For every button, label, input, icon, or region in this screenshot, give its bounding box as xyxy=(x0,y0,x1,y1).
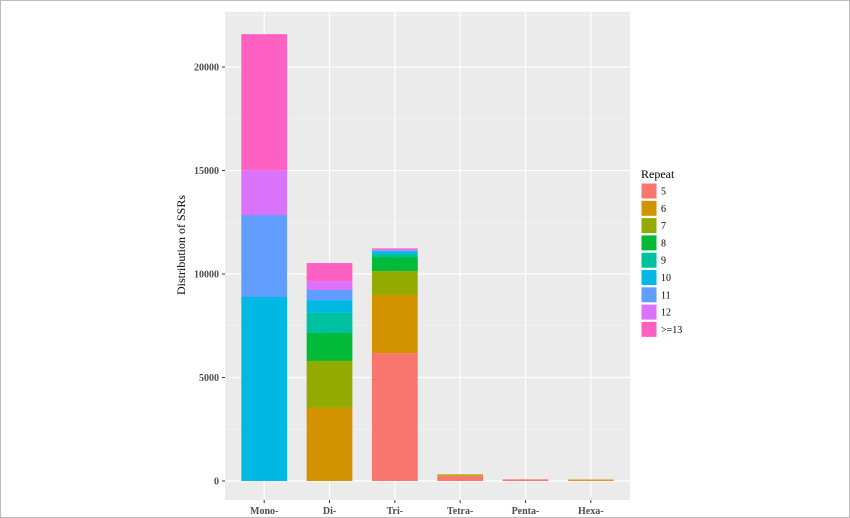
x-tick-label: Hexa- xyxy=(578,506,604,517)
legend-label: 11 xyxy=(661,290,671,301)
bar-segment-tri-9 xyxy=(371,253,418,258)
bar-segment-mono-11 xyxy=(241,215,288,298)
bar-segment-tri-7 xyxy=(371,271,418,295)
bar-segment-mono-10 xyxy=(241,297,288,481)
x-tick-label: Mono- xyxy=(250,506,278,517)
legend-key xyxy=(640,234,658,252)
legend-label: 5 xyxy=(661,187,666,198)
legend-key xyxy=(640,251,658,269)
legend-label: 7 xyxy=(661,221,666,232)
legend-title: Repeat xyxy=(641,167,675,181)
legend-key xyxy=(640,320,658,338)
legend: Repeat 5 6 7 8 9 10 11 12 >=13 xyxy=(640,167,682,338)
legend-label: 12 xyxy=(661,308,671,319)
bar-segment-mono-ge13 xyxy=(241,34,288,171)
bar-segment-di-ge13 xyxy=(306,263,353,282)
legend-label: 8 xyxy=(661,238,666,249)
bar-segment-di-11 xyxy=(306,289,353,301)
bar-segment-di-6 xyxy=(306,407,353,481)
y-axis: 0 5000 10000 15000 20000 xyxy=(194,63,225,487)
y-tick-label: 15000 xyxy=(194,166,219,177)
legend-key xyxy=(640,269,658,286)
bar-segment-mono-12 xyxy=(241,170,288,216)
bar-segment-di-7 xyxy=(306,360,353,408)
legend-key xyxy=(640,303,658,321)
bar-segment-di-10 xyxy=(306,300,353,313)
x-tick-label: Tri- xyxy=(387,506,403,517)
bar-segment-di-9 xyxy=(306,312,353,334)
bar-segment-tri-5 xyxy=(371,353,418,481)
y-tick-label: 20000 xyxy=(194,63,219,74)
legend-key xyxy=(640,199,658,217)
bar-segment-di-8 xyxy=(306,333,353,361)
legend-key xyxy=(640,182,658,200)
bar-segment-tri-12 xyxy=(371,249,418,251)
legend-key xyxy=(640,286,658,304)
bar-segment-tri-10 xyxy=(371,251,418,254)
y-axis-label: Distribution of SSRs xyxy=(174,195,188,295)
y-tick-label: 0 xyxy=(214,476,219,487)
bar-segment-tetra-7 xyxy=(437,474,484,476)
bar-segment-tri-8 xyxy=(371,257,418,272)
bar-segment-penta-5 xyxy=(502,479,549,481)
x-tick-label: Tetra- xyxy=(447,506,473,517)
legend-label: 9 xyxy=(661,256,666,267)
x-tick-label: Di- xyxy=(323,506,336,517)
legend-key xyxy=(640,217,658,235)
bars xyxy=(241,34,614,481)
x-axis: Mono- Di- Tri- Tetra- Penta- Hexa- xyxy=(250,500,604,517)
bar-segment-tri-6 xyxy=(371,294,418,354)
legend-label: >=13 xyxy=(661,325,682,336)
bar-segment-tetra-6 xyxy=(437,475,484,477)
bar-segment-di-12 xyxy=(306,281,353,290)
bar-segment-tri-11 xyxy=(371,250,418,252)
gridlines xyxy=(225,12,630,500)
plot-panel xyxy=(225,12,630,500)
bar-segment-tri-ge13 xyxy=(371,248,418,250)
bar-segment-hexa-6 xyxy=(567,479,614,481)
legend-label: 6 xyxy=(661,204,666,215)
y-tick-label: 10000 xyxy=(194,270,219,281)
bar-segment-tetra-5 xyxy=(437,476,484,481)
y-tick-label: 5000 xyxy=(199,373,219,384)
legend-label: 10 xyxy=(661,273,671,284)
x-tick-label: Penta- xyxy=(512,506,540,517)
